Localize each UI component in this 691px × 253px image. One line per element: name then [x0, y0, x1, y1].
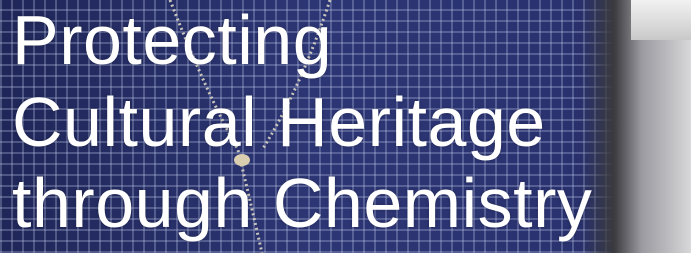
- headline-line: through Chemistry: [12, 168, 592, 238]
- headline-line: Protecting: [12, 5, 332, 75]
- banner: Protecting Cultural Heritage through Che…: [0, 0, 691, 253]
- page: Protecting Cultural Heritage through Che…: [0, 0, 691, 253]
- headline-line: Cultural Heritage: [12, 87, 546, 157]
